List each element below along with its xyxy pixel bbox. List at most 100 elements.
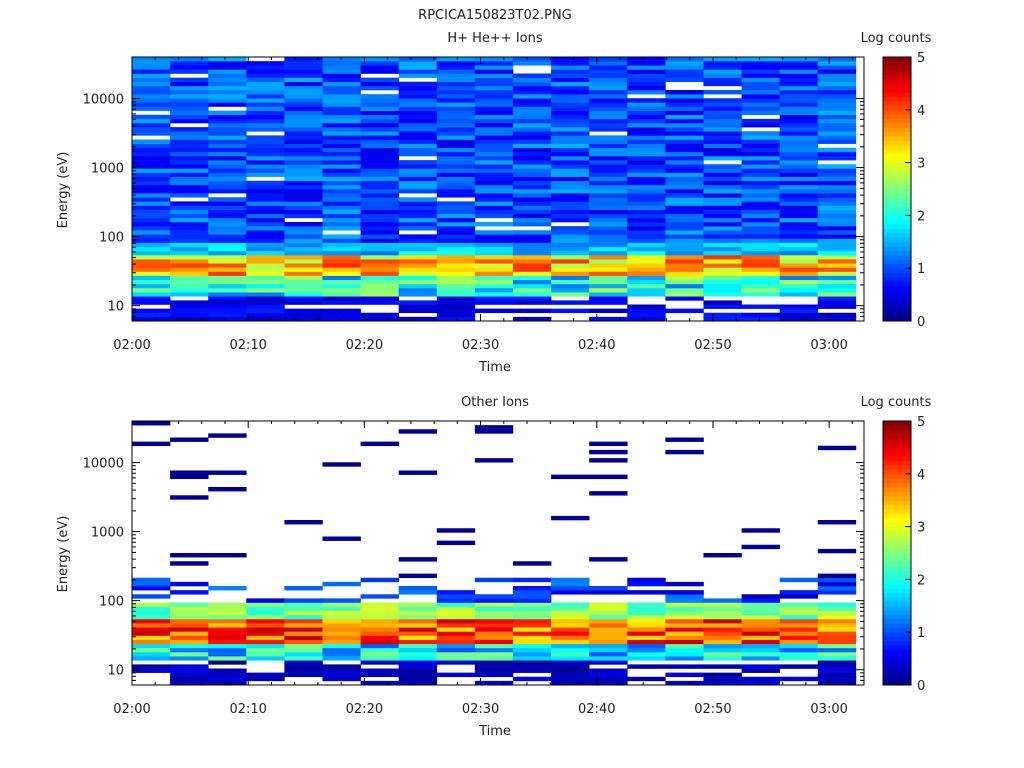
heatmap-cell [703,664,742,669]
heatmap-cell [132,441,171,447]
heatmap-cell [627,288,666,293]
colorbar-strip [883,447,911,453]
heatmap-cell [703,300,742,305]
colorbar-strip [883,180,911,185]
heatmap-cell [627,602,666,607]
heatmap-cell [474,65,514,70]
heatmap-cell [360,61,399,66]
heatmap-cell [817,577,857,583]
heatmap-cell [512,652,552,657]
heatmap-cell [665,102,704,107]
colorbar-tick-label: 3 [917,157,925,172]
heatmap-cell [170,623,209,628]
heatmap-cell [474,238,514,243]
heatmap-cell [322,201,361,206]
heatmap-cell [703,180,742,186]
heatmap-cell [360,660,399,665]
heatmap-cell [170,250,209,256]
heatmap-cell [551,308,590,314]
heatmap-cell [398,139,438,144]
heatmap-cell [741,197,780,202]
heatmap-cell [436,123,476,128]
colorbar-strip [883,632,911,637]
y-tick-label: 1000 [91,162,124,177]
heatmap-cell [779,160,819,165]
heatmap-cell [132,652,171,657]
heatmap-cell [398,131,438,136]
heatmap-cell [627,65,666,70]
heatmap-cell [398,602,438,607]
heatmap-cell [551,65,590,70]
heatmap-cell [398,643,438,649]
heatmap-cell [703,279,742,285]
heatmap-cell [360,668,399,673]
heatmap-cell [436,316,476,322]
heatmap-cell [512,614,552,620]
colorbar-strip [883,250,911,256]
heatmap-cell [741,201,780,206]
heatmap-cell [398,143,438,149]
heatmap-cell [551,156,590,161]
heatmap-cell [551,98,590,103]
heatmap-cell [741,98,780,103]
heatmap-cell [817,610,857,616]
heatmap-cell [474,57,514,62]
heatmap-cell [703,81,742,87]
heatmap-cell [474,201,514,206]
heatmap-cell [627,234,666,239]
heatmap-cell [627,226,666,231]
heatmap-cell [817,590,857,595]
heatmap-cell [551,283,590,289]
colorbar-frame [882,420,912,686]
heatmap-cell [132,296,171,301]
heatmap-cell [817,573,857,579]
heatmap-cell [741,263,780,268]
heatmap-cell [246,127,285,132]
heatmap-cell [817,619,857,624]
heatmap-cell [132,602,171,607]
heatmap-cell [589,292,628,297]
heatmap-cell [817,279,857,285]
heatmap-cell [627,193,666,198]
heatmap-cell [322,631,361,636]
heatmap-cell [322,598,361,603]
heatmap-cell [246,61,285,66]
heatmap-cell [284,271,323,276]
heatmap-cell [817,606,857,612]
x-tick-label: 02:10 [229,338,266,353]
heatmap-cell [474,209,514,215]
heatmap-cell [208,246,247,252]
heatmap-cell [779,147,819,153]
heatmap-cell [665,598,704,603]
heatmap-cell [474,660,514,665]
heatmap-cell [703,288,742,293]
heatmap-cell [208,90,247,95]
heatmap-cell [703,189,742,194]
heatmap-cell [208,656,247,661]
heatmap-cell [322,259,361,264]
heatmap-cell [322,118,361,124]
heatmap-cell [551,123,590,128]
panel-other-ions: Other Ions Energy (eV) Time Log counts 0… [56,395,932,739]
heatmap-cell [284,602,323,607]
heatmap-cell [665,263,704,268]
heatmap-cell [284,209,323,215]
y-tick-label: 100 [99,231,124,246]
heatmap-cell [322,614,361,620]
heatmap-cell [589,259,628,264]
colorbar-tick-label: 0 [917,679,925,694]
heatmap-cell [703,553,742,558]
heatmap-cell [208,213,247,219]
heatmap-cell [284,123,323,128]
heatmap-cell [208,271,247,276]
heatmap-cell [703,123,742,128]
heatmap-cell [779,139,819,144]
heatmap-cell [398,172,438,177]
heatmap-cell [551,197,590,202]
heatmap-cell [817,164,857,169]
heatmap-cell [474,267,514,272]
heatmap-cell [436,139,476,144]
heatmap-cell [474,123,514,128]
heatmap-cell [132,217,171,223]
heatmap-cell [817,288,857,293]
